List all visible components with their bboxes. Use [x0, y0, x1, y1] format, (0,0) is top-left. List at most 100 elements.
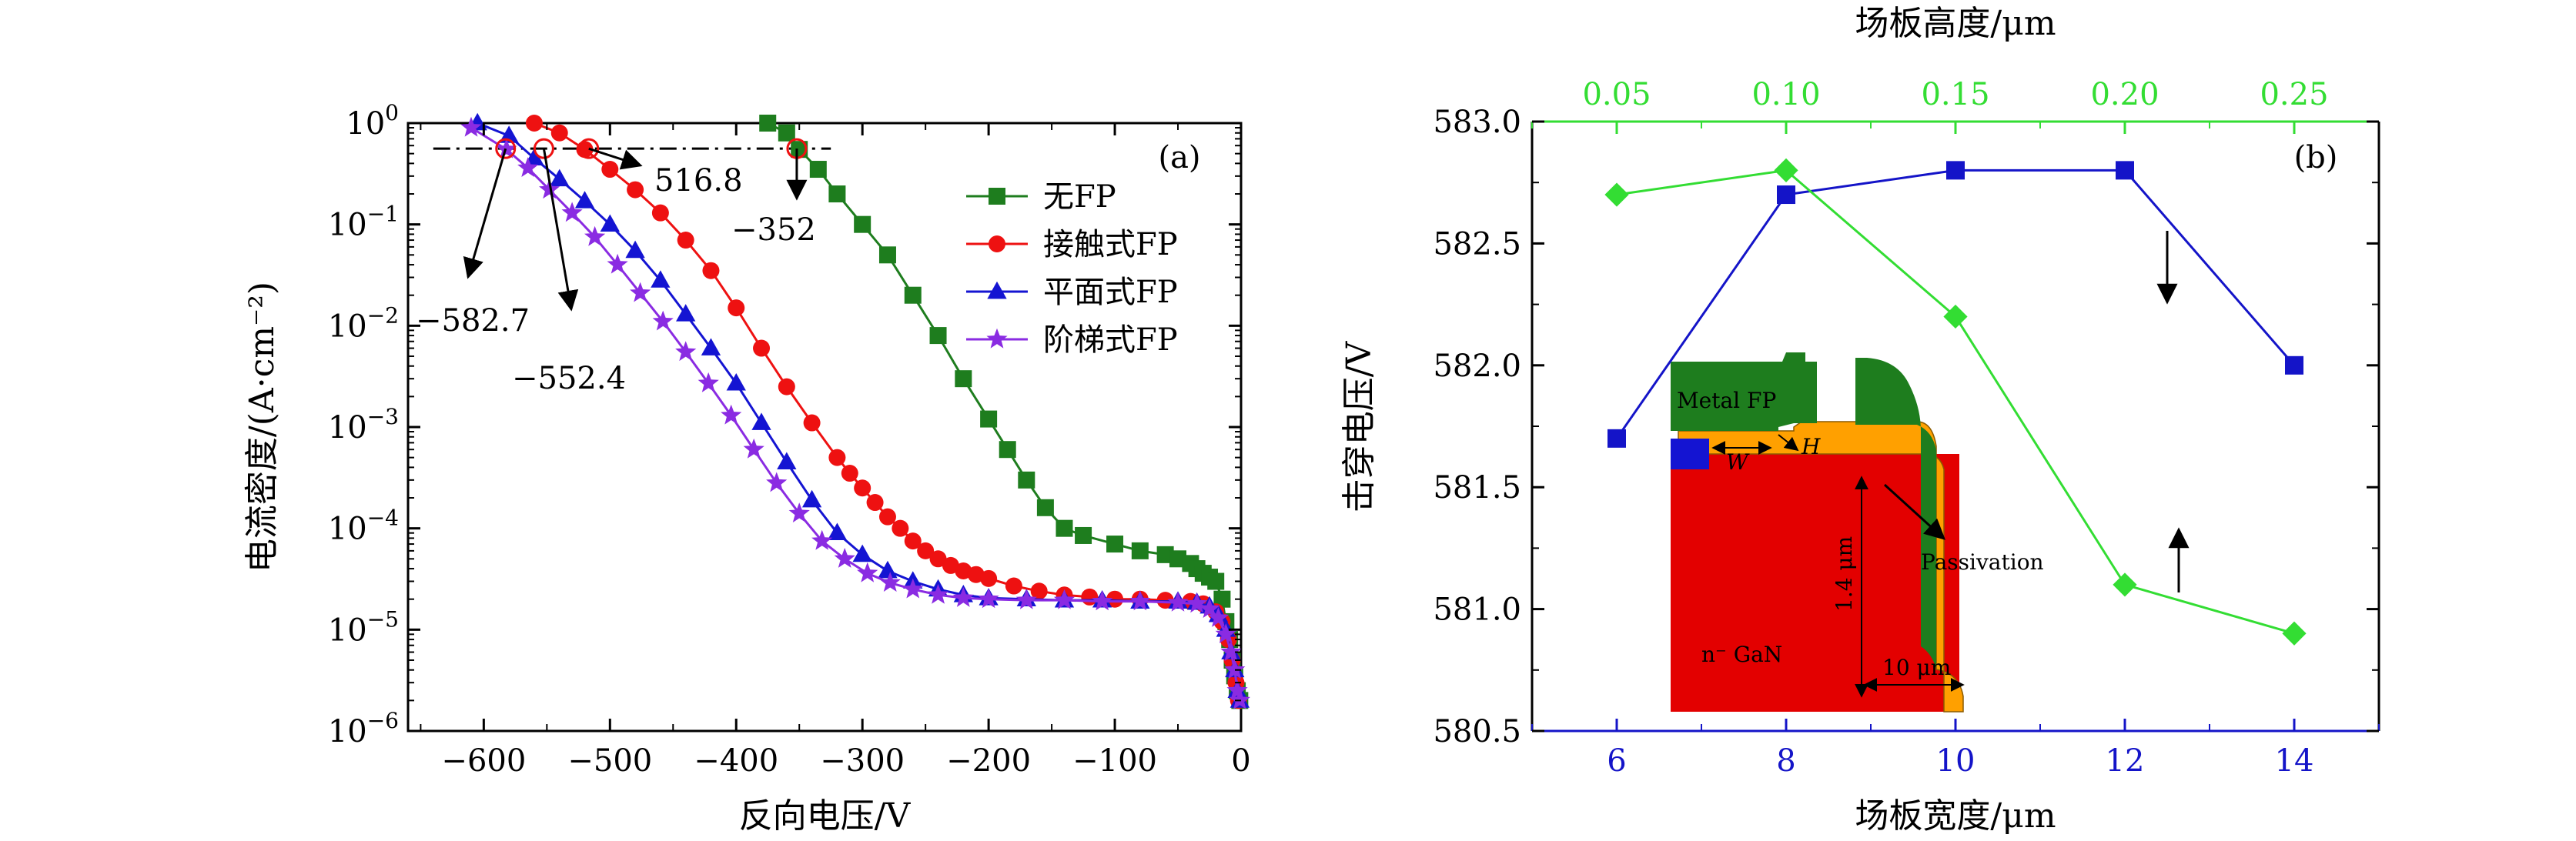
- y-tick-label: 10−6: [328, 708, 399, 749]
- annotation-label-0: 516.8: [654, 163, 743, 199]
- b-x-tick-label: 10: [1936, 743, 1975, 779]
- inset-substrate: [1671, 454, 1959, 712]
- series-0-point-8: [929, 327, 947, 345]
- x-tick-label: −400: [694, 743, 778, 779]
- b-series-0-point-4: [2285, 355, 2303, 375]
- series-3-point-32: [1220, 641, 1242, 662]
- inset-electrode: [1671, 439, 1709, 469]
- series-1-point-10: [778, 378, 795, 395]
- annotation-arrow-2: [463, 148, 507, 279]
- series-3-point-6: [607, 253, 628, 274]
- series-3-point-2: [517, 157, 539, 177]
- annotation-label-3: −552.4: [512, 361, 626, 396]
- b-series-0-point-3: [2116, 161, 2134, 180]
- x-tick-label: 0: [1231, 743, 1250, 779]
- series-0-point-16: [1106, 536, 1124, 553]
- b-y-tick-label: 580.5: [1433, 714, 1521, 749]
- b-series-1-point-2: [1943, 304, 1968, 329]
- b-x2-tick-label: 0.05: [1582, 77, 1651, 112]
- series-3-point-27: [1167, 591, 1189, 612]
- series-1-point-13: [841, 465, 858, 482]
- series-0-point-9: [955, 370, 972, 388]
- series-3-point-15: [811, 529, 833, 550]
- series-0-point-24: [1207, 572, 1225, 590]
- series-2-point-3: [550, 169, 570, 187]
- panel-b-x-ticks: 6 8 10 12 14: [1531, 719, 2380, 779]
- series-1-point-19: [917, 542, 935, 559]
- series-2-point-10: [726, 373, 746, 391]
- annotation-label-2: −582.7: [416, 303, 530, 339]
- series-1-point-29: [1106, 590, 1124, 608]
- series-3-point-26: [1129, 590, 1151, 611]
- panel-b-y-axis-title: 击穿电压/V: [1340, 340, 1379, 512]
- series-1-point-1: [550, 124, 568, 142]
- legend-marker-0: [989, 188, 1005, 205]
- device-inset: Metal FP H W Passivation 1.4 μm 10 μm n⁻…: [1671, 352, 2044, 713]
- annotation-label-1: −352: [731, 212, 816, 248]
- series-3-point-5: [584, 225, 606, 246]
- series-2-point-15: [852, 544, 872, 562]
- panel-a-x-axis-title: 反向电压/V: [739, 796, 912, 836]
- b-series-0-point-0: [1607, 429, 1626, 448]
- panel-b-x2-axis-title: 场板高度/μm: [1855, 4, 2056, 43]
- series-2-point-4: [574, 191, 595, 209]
- series-1-point-14: [854, 479, 871, 497]
- inset-passivation-label: Passivation: [1921, 549, 2044, 575]
- panel-a-annotations: 516.8 −352 −582.7 −552.4: [416, 138, 816, 396]
- inset-h-dimension: [1778, 434, 1799, 452]
- series-3-point-28: [1186, 592, 1208, 613]
- series-1-point-6: [677, 232, 694, 249]
- b-x-tick-label: 8: [1776, 743, 1795, 779]
- inset-length-label: 10 μm: [1882, 655, 1951, 680]
- series-line-3: [470, 126, 1241, 701]
- annotation-arrow-3: [542, 148, 579, 312]
- series-3-point-19: [902, 578, 924, 599]
- series-0-point-12: [1018, 471, 1035, 489]
- b-y-tick-label: 582.0: [1433, 349, 1521, 384]
- b-series-1-point-1: [1774, 158, 1798, 182]
- panel-b-series: [1604, 158, 2307, 646]
- b-y-tick-label: 582.5: [1433, 226, 1521, 262]
- x-tick-label: −300: [820, 743, 905, 779]
- series-3-point-1: [496, 138, 517, 159]
- series-0-point-25: [1213, 590, 1231, 608]
- legend-label-1: 接触式FP: [1043, 227, 1178, 262]
- panel-a-x-ticks: −600 −500 −400 −300 −200 −100 0: [420, 123, 1251, 779]
- inset-thickness-label: 1.4 μm: [1832, 536, 1857, 612]
- series-3-point-33: [1224, 659, 1246, 679]
- series-0-point-5: [854, 215, 871, 233]
- series-1-point-12: [828, 449, 846, 466]
- series-0-point-17: [1131, 542, 1149, 559]
- series-3-point-18: [879, 572, 901, 592]
- b-x-tick-label: 14: [2275, 743, 2314, 779]
- series-1-point-26: [1030, 582, 1048, 600]
- series-0-point-7: [904, 286, 922, 304]
- series-1-point-9: [753, 339, 771, 357]
- x-tick-label: −100: [1072, 743, 1157, 779]
- x-tick-label: −200: [946, 743, 1031, 779]
- series-0-point-11: [999, 441, 1016, 459]
- series-3-point-20: [927, 583, 949, 604]
- legend-marker-3: [986, 328, 1008, 349]
- panel-a-y-axis-title: 电流密度/(A·cm⁻²): [243, 282, 282, 572]
- y-tick-label: 10−3: [328, 404, 399, 446]
- series-1-point-4: [627, 181, 644, 199]
- series-2-point-9: [701, 338, 721, 355]
- series-1-point-25: [1005, 577, 1022, 595]
- series-3-point-8: [652, 310, 674, 331]
- b-x2-tick-label: 0.25: [2260, 77, 2328, 112]
- legend-marker-1: [989, 235, 1005, 252]
- series-3-point-34: [1226, 679, 1248, 700]
- series-3-point-4: [561, 202, 583, 222]
- series-3-point-13: [766, 472, 788, 492]
- panel-b-label: (b): [2294, 140, 2338, 175]
- annotation-circle-2: [495, 138, 517, 159]
- panel-a-y-ticks: 100 10−1 10−2 10−3 10−4 10−5 10−6: [328, 100, 1241, 749]
- panel-a: −600 −500 −400 −300 −200 −100 0 100 10−1 10−2 10−…: [243, 100, 1251, 836]
- panel-b-y-ticks: 580.5 581.0 581.5 582.0 582.5 583.0: [1433, 105, 2379, 749]
- series-2-point-5: [600, 214, 620, 232]
- series-0-point-10: [980, 410, 998, 428]
- panel-b-x-axis-title: 场板宽度/μm: [1855, 796, 2056, 836]
- b-series-0-point-2: [1946, 161, 1965, 180]
